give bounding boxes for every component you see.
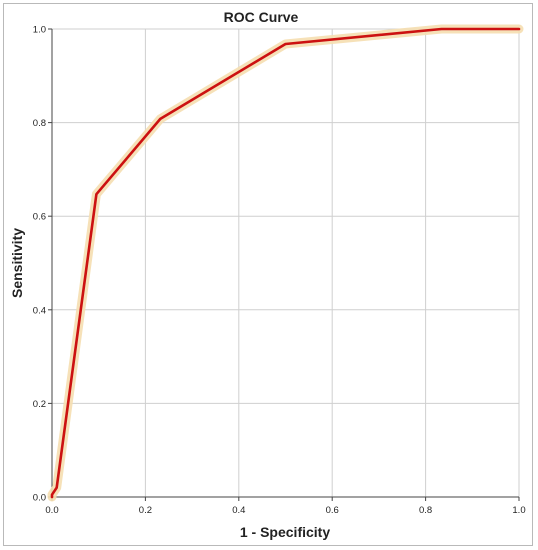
x-tick-label: 1.0 — [512, 505, 525, 516]
roc-curve-band — [47, 24, 524, 502]
y-tick-label: 1.0 — [33, 25, 46, 36]
axes — [48, 28, 520, 501]
x-tick-labels: 0.0 0.2 0.4 0.6 0.8 1.0 — [45, 505, 525, 516]
y-tick-label: 0.6 — [33, 212, 46, 223]
roc-curve-line — [50, 27, 521, 499]
y-tick-label: 0.4 — [33, 305, 46, 316]
x-tick-label: 0.6 — [326, 505, 339, 516]
chart-frame — [3, 3, 533, 546]
x-tick-label: 0.0 — [45, 505, 58, 516]
chart-title: ROC Curve — [224, 9, 299, 25]
series-group — [50, 27, 521, 499]
y-tick-labels: 0.0 0.2 0.4 0.6 0.8 1.0 — [33, 25, 46, 504]
x-tick-label: 0.4 — [232, 505, 245, 516]
x-tick-label: 0.8 — [419, 505, 432, 516]
y-tick-label: 0.0 — [33, 493, 46, 504]
y-axis-label: Sensitivity — [9, 228, 25, 298]
y-tick-label: 0.8 — [33, 118, 46, 129]
x-tick-label: 0.2 — [139, 505, 152, 516]
grid-lines — [51, 28, 520, 498]
x-axis-label: 1 - Specificity — [240, 524, 330, 540]
y-tick-label: 0.2 — [33, 399, 46, 410]
confidence-band — [47, 24, 524, 502]
